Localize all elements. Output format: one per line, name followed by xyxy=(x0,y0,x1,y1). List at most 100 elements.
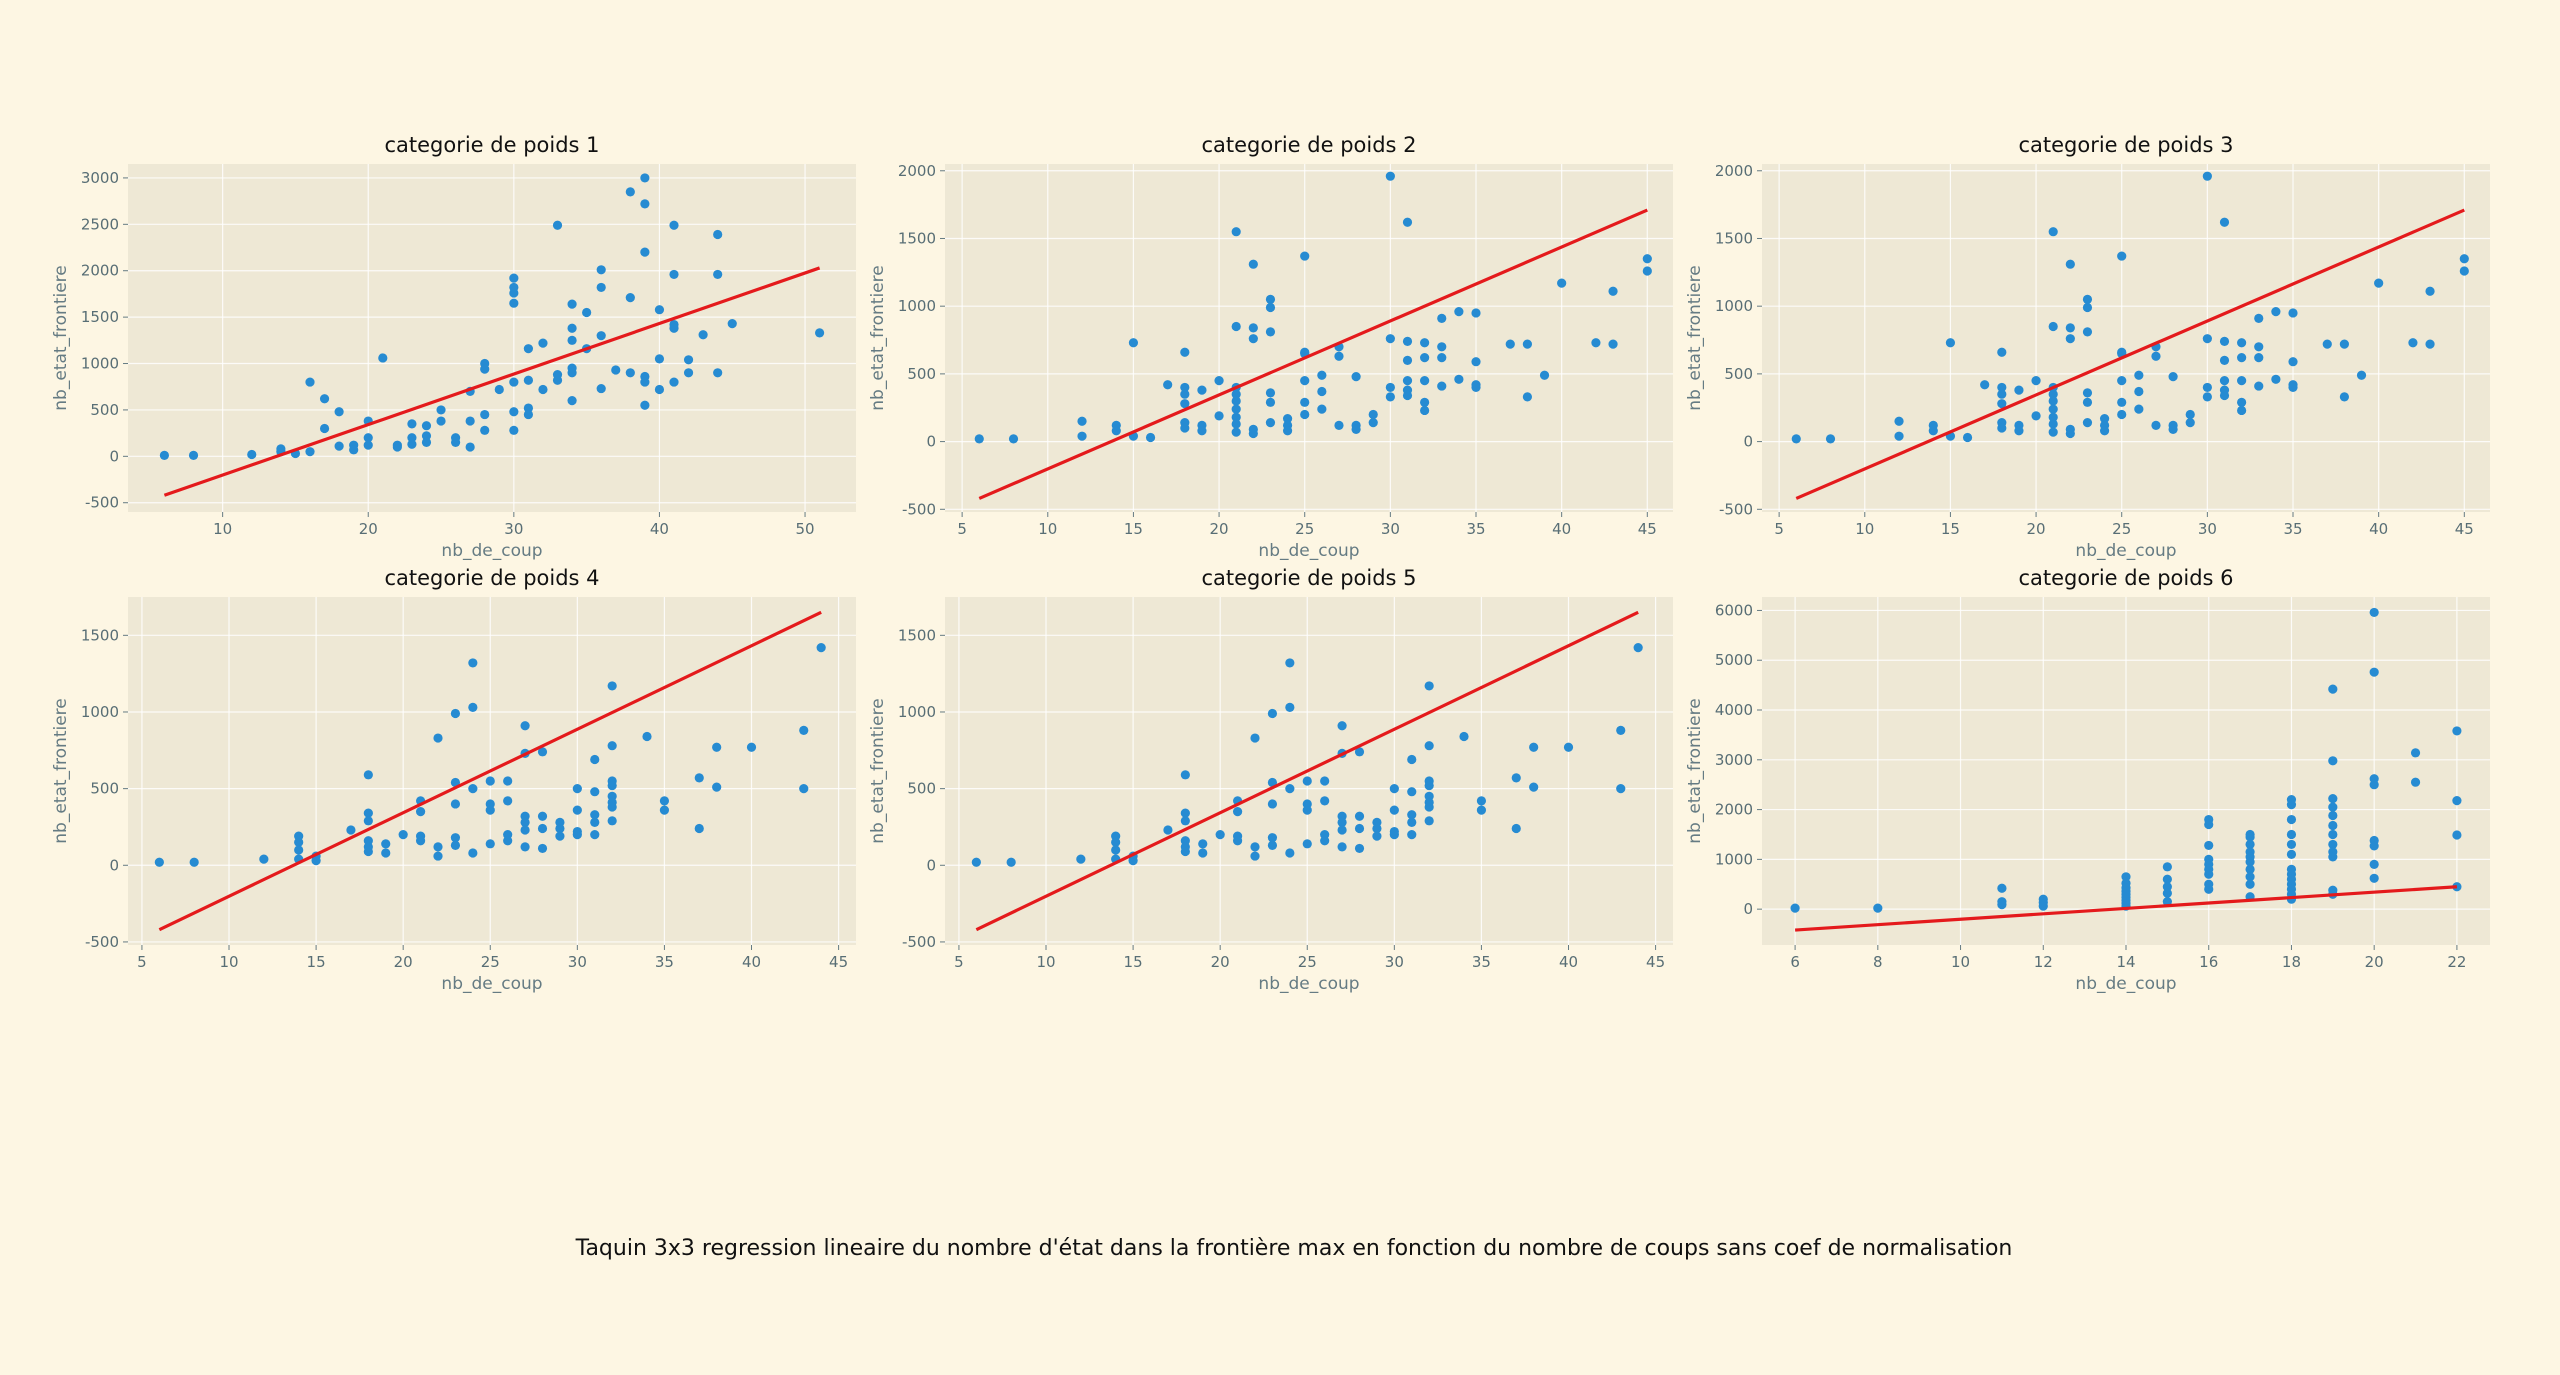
data-point xyxy=(2328,820,2338,831)
plot-area xyxy=(128,164,856,512)
data-point xyxy=(537,747,548,757)
data-point xyxy=(363,808,373,818)
data-point xyxy=(2271,374,2281,384)
x-axis-label: nb_de_coup xyxy=(441,974,542,994)
data-point xyxy=(2219,217,2230,227)
data-point xyxy=(607,816,617,826)
data-point xyxy=(2271,306,2281,317)
data-point xyxy=(2245,879,2255,889)
data-point xyxy=(1231,427,1241,437)
data-point xyxy=(2245,839,2255,850)
data-point xyxy=(509,273,519,283)
data-point xyxy=(1214,411,1224,421)
data-point xyxy=(1197,385,1207,395)
data-point xyxy=(1402,376,1413,386)
data-point xyxy=(1334,351,1344,361)
data-point xyxy=(572,784,582,794)
data-point xyxy=(2286,829,2297,840)
subplot-title: categorie de poids 5 xyxy=(1201,566,1416,590)
data-point xyxy=(1633,642,1643,653)
data-point xyxy=(349,445,359,455)
data-point xyxy=(607,741,617,751)
data-point xyxy=(659,805,670,815)
data-point xyxy=(2048,396,2058,406)
data-point xyxy=(1402,355,1413,365)
y-tick-label: 1000 xyxy=(898,297,936,315)
data-point xyxy=(2162,888,2172,898)
data-point xyxy=(1424,741,1434,751)
data-point xyxy=(2204,884,2214,894)
data-point xyxy=(1267,840,1278,850)
x-tick-label: 45 xyxy=(2455,520,2474,538)
x-tick-label: 45 xyxy=(1646,953,1665,971)
data-point xyxy=(669,323,679,333)
data-point xyxy=(2162,862,2172,872)
data-point xyxy=(1389,805,1399,815)
data-point xyxy=(590,817,600,827)
data-point xyxy=(485,776,495,786)
data-point xyxy=(2254,381,2264,391)
gridlines xyxy=(1762,164,2490,512)
data-point xyxy=(1557,278,1567,288)
data-point xyxy=(421,421,432,431)
data-point xyxy=(1354,843,1365,854)
data-point xyxy=(1267,799,1278,809)
data-point xyxy=(2237,353,2247,363)
data-point xyxy=(2082,294,2093,305)
data-point xyxy=(537,823,548,834)
subplot-title: categorie de poids 3 xyxy=(2018,133,2233,157)
data-point xyxy=(1317,404,1327,414)
data-point xyxy=(520,825,530,835)
data-point xyxy=(607,802,617,812)
data-point xyxy=(523,409,534,420)
data-point xyxy=(1337,842,1347,852)
x-tick-label: 40 xyxy=(1552,520,1571,538)
data-point xyxy=(1420,353,1430,363)
regression-line xyxy=(158,610,822,932)
data-point xyxy=(1128,338,1139,348)
subplot-title: categorie de poids 6 xyxy=(2018,566,2233,590)
y-tick-label: 0 xyxy=(1743,433,1753,451)
data-point xyxy=(1111,837,1121,847)
data-point xyxy=(1407,787,1417,797)
y-tick-label: 1000 xyxy=(1715,297,1753,315)
data-point xyxy=(2121,872,2131,882)
data-point xyxy=(2202,334,2212,344)
data-point xyxy=(247,449,257,460)
data-point xyxy=(1437,342,1447,352)
x-tick-label: 15 xyxy=(307,953,326,971)
data-point xyxy=(520,842,530,852)
data-point xyxy=(971,857,981,867)
data-point xyxy=(1232,836,1243,846)
data-point xyxy=(465,416,475,426)
data-point xyxy=(2162,882,2172,892)
data-point xyxy=(1385,171,1395,181)
x-tick-label: 18 xyxy=(2282,953,2301,971)
data-point xyxy=(2286,814,2297,825)
y-tick-label: -500 xyxy=(1719,500,1753,518)
subplot-2: 5 10 15 20 25 30 35 40 45 -500 0 500 1000 1500 2000 cat… xyxy=(868,133,1673,561)
data-point xyxy=(450,833,461,843)
data-point xyxy=(2254,353,2264,363)
data-point xyxy=(683,368,694,378)
x-tick-label: 5 xyxy=(137,953,147,971)
data-point xyxy=(1424,681,1434,691)
x-axis-label: nb_de_coup xyxy=(441,541,542,561)
data-point xyxy=(2048,419,2058,429)
data-point xyxy=(712,742,722,752)
data-point xyxy=(2065,323,2075,333)
data-point xyxy=(1420,376,1430,386)
figure-caption: Taquin 3x3 regression lineaire du nombre… xyxy=(575,1236,2013,1261)
x-tick-label: 35 xyxy=(2283,520,2302,538)
data-point xyxy=(407,433,417,443)
data-point xyxy=(1285,784,1295,794)
y-axis-label: nb_etat_frontiere xyxy=(51,698,71,843)
data-point xyxy=(346,825,356,835)
x-tick-label: 20 xyxy=(394,953,413,971)
x-tick-label: 35 xyxy=(655,953,674,971)
data-point xyxy=(1180,389,1190,399)
data-point xyxy=(450,708,461,719)
data-point xyxy=(1317,370,1327,380)
data-point xyxy=(1232,807,1243,817)
data-point xyxy=(1197,426,1207,436)
